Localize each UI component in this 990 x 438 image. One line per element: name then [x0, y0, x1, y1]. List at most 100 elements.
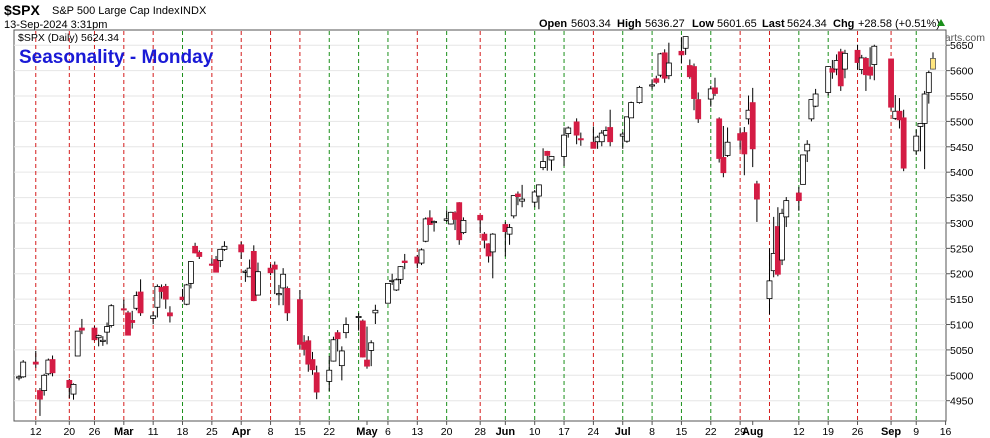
- candle: [888, 58, 894, 111]
- candle: [338, 346, 345, 381]
- candle-body: [309, 359, 316, 371]
- candle-body: [590, 141, 597, 149]
- y-tick-label: 5300: [950, 218, 974, 230]
- series-legend: $SPX (Daily) 5624.34: [18, 32, 119, 44]
- candle-body: [397, 266, 404, 280]
- x-tick-label: 16: [940, 426, 952, 438]
- candle: [108, 304, 115, 328]
- low-label: Low: [692, 18, 714, 30]
- candle-body: [754, 183, 760, 200]
- candle: [598, 130, 605, 147]
- candle: [716, 117, 723, 163]
- candle: [854, 44, 861, 70]
- candle-body: [598, 132, 605, 143]
- candle-body: [741, 132, 748, 155]
- candle: [397, 266, 404, 284]
- candle-body: [418, 249, 425, 264]
- candle: [561, 127, 567, 167]
- candle: [385, 282, 391, 304]
- y-tick-label: 5150: [950, 294, 974, 306]
- candle: [313, 365, 320, 400]
- candle: [565, 126, 572, 138]
- candle: [393, 278, 400, 292]
- candle-body: [196, 252, 203, 257]
- candle: [255, 262, 261, 296]
- candle: [125, 310, 131, 336]
- candle: [712, 77, 718, 97]
- candle: [41, 373, 48, 396]
- x-tick-label: 11: [148, 426, 159, 438]
- candle: [104, 322, 110, 345]
- candle: [695, 92, 702, 123]
- candle: [330, 336, 337, 362]
- candle-body: [535, 184, 542, 197]
- candle-body: [716, 118, 723, 159]
- candle: [795, 186, 802, 211]
- candle: [808, 99, 815, 122]
- candle-body: [548, 156, 555, 161]
- candle-body: [812, 93, 819, 107]
- candle-body: [280, 273, 287, 289]
- candle-body: [678, 50, 685, 56]
- low-value: 5601.65: [717, 18, 757, 30]
- x-tick-label: 22: [705, 426, 717, 438]
- candle-body: [930, 58, 936, 70]
- candle: [32, 350, 39, 368]
- x-tick-label: Jun: [496, 426, 516, 438]
- candle-body: [607, 127, 614, 143]
- candle: [544, 150, 551, 171]
- candle-body: [41, 374, 48, 391]
- candle-body: [888, 58, 894, 108]
- candle-body: [305, 340, 312, 365]
- candle: [267, 264, 274, 276]
- candle-body: [238, 244, 245, 253]
- candle: [355, 312, 362, 331]
- candle-body: [925, 72, 932, 93]
- x-tick-label: 6: [385, 426, 391, 438]
- candle: [624, 116, 630, 143]
- y-tick-label: 5000: [950, 370, 974, 382]
- candle-body: [649, 84, 655, 87]
- candle: [531, 189, 538, 208]
- candle-body: [95, 335, 102, 339]
- high-value: 5636.27: [645, 18, 685, 30]
- candle-body: [896, 110, 903, 121]
- candle-body: [854, 49, 861, 63]
- candle-body: [900, 117, 907, 169]
- x-tick-label: 20: [63, 426, 75, 438]
- x-tick-label: 9: [913, 426, 919, 438]
- candle: [577, 132, 584, 146]
- x-tick-label: Aug: [742, 426, 763, 438]
- candle: [867, 47, 874, 80]
- candle-body: [515, 193, 521, 197]
- candle-body: [217, 248, 224, 261]
- open-label: Open: [539, 18, 567, 30]
- candle-body: [481, 233, 488, 241]
- candle-body: [255, 271, 261, 296]
- candle: [271, 261, 278, 295]
- y-tick-label: 5200: [950, 269, 974, 281]
- candle: [590, 126, 597, 149]
- candle-body: [871, 45, 878, 65]
- candle-body: [70, 384, 77, 395]
- candle: [720, 125, 727, 178]
- candle: [691, 63, 697, 111]
- candle: [66, 378, 73, 399]
- candle: [167, 306, 173, 323]
- y-tick-label: 5050: [950, 345, 974, 357]
- candle: [649, 79, 655, 90]
- candle-body: [724, 141, 731, 156]
- candle-body: [213, 259, 219, 273]
- chg-value: +28.58 (+0.51%): [858, 18, 940, 30]
- candle-body: [636, 86, 643, 104]
- candle: [481, 232, 488, 249]
- candle-body: [867, 66, 874, 76]
- candle-body: [108, 305, 115, 326]
- candle-body: [334, 332, 341, 340]
- candle: [334, 330, 341, 352]
- candle-body: [137, 291, 144, 314]
- candle-body: [276, 293, 282, 296]
- candle: [120, 299, 127, 311]
- candle: [99, 336, 106, 346]
- x-tick-label: 8: [649, 426, 655, 438]
